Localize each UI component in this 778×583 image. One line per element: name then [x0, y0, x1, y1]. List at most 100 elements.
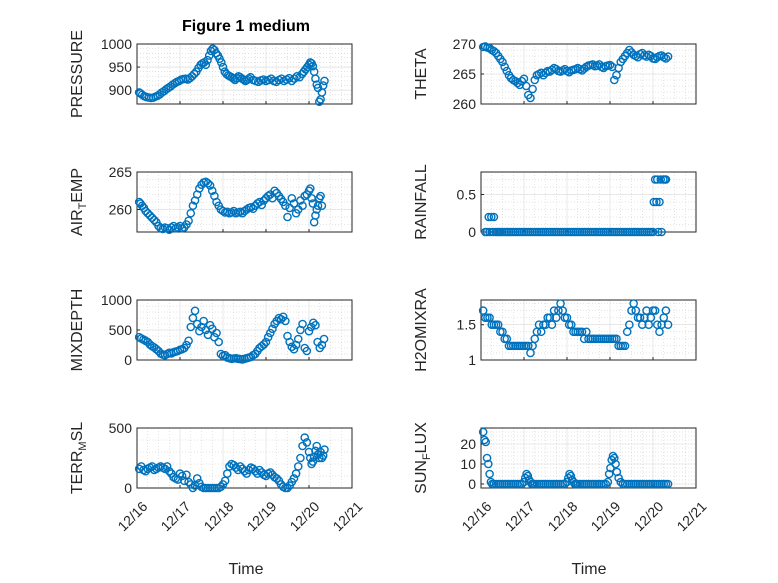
x-tick-label: 12/16 — [114, 498, 150, 534]
data-point — [285, 203, 294, 213]
data-point — [308, 457, 318, 466]
data-point — [149, 215, 159, 225]
subplot-pressure: 900 950 1000 PRESSURE — [69, 30, 353, 118]
subplot-rainfall: 0 0.5 RAINFALL — [413, 164, 697, 240]
data-point — [259, 340, 269, 349]
data-point — [296, 453, 305, 463]
data-point — [656, 175, 666, 184]
data-point — [281, 201, 290, 211]
y-axis-label: MIXDEPTH — [69, 289, 86, 372]
data-point — [302, 346, 312, 356]
data-point — [652, 197, 661, 207]
x-tick-label: 12/17 — [501, 498, 537, 534]
data-point — [657, 227, 666, 237]
data-point — [482, 227, 492, 237]
data-point — [289, 344, 299, 354]
data-point — [320, 76, 329, 86]
data-point — [184, 216, 193, 226]
data-point — [270, 186, 279, 196]
data-point — [517, 76, 527, 86]
data-point — [498, 57, 507, 67]
data-point — [255, 465, 264, 475]
data-point — [141, 206, 150, 216]
data-point — [167, 223, 176, 232]
data-point — [187, 72, 197, 81]
data-point — [478, 427, 488, 437]
data-point — [318, 81, 328, 90]
data-point — [308, 318, 318, 328]
data-point — [625, 45, 634, 55]
data-point — [526, 93, 535, 103]
data-point — [206, 46, 216, 56]
data-point — [216, 349, 226, 359]
data-point — [160, 464, 170, 474]
data-point — [201, 60, 211, 70]
axis-box — [136, 427, 353, 489]
data-point — [298, 201, 307, 211]
y-tick-label: 265 — [453, 66, 477, 82]
data-point — [272, 474, 282, 483]
data-point — [203, 55, 212, 65]
y-tick-label: 500 — [109, 322, 133, 338]
data-point — [604, 469, 614, 479]
axis-box — [480, 299, 697, 361]
data-point — [642, 306, 651, 315]
data-point — [210, 332, 219, 342]
data-point — [298, 319, 307, 329]
data-point — [296, 196, 305, 205]
data-point — [663, 320, 673, 330]
data-point — [513, 78, 522, 88]
data-point — [281, 316, 290, 326]
data-point — [489, 212, 499, 222]
data-point — [186, 208, 196, 218]
y-tick-label: 10 — [460, 456, 476, 472]
data-point — [246, 202, 256, 212]
data-point — [311, 320, 320, 330]
data-point — [265, 328, 275, 338]
data-point — [287, 76, 297, 86]
data-point — [487, 212, 496, 222]
y-tick-label: 1000 — [101, 292, 132, 308]
data-point — [145, 211, 155, 220]
data-point — [519, 477, 529, 487]
data-point — [263, 191, 273, 201]
data-point — [530, 75, 540, 85]
data-point — [317, 201, 327, 211]
subplot-air-temp: 260 265 AIRTEMP — [69, 164, 353, 236]
data-point — [192, 474, 202, 483]
data-point — [184, 336, 193, 346]
data-point — [182, 340, 191, 350]
data-point — [188, 201, 198, 211]
data-point — [480, 435, 489, 445]
figure-title: Figure 1 medium — [182, 18, 310, 35]
data-point — [308, 61, 318, 71]
data-point — [304, 326, 314, 336]
data-point — [485, 469, 494, 479]
data-point — [648, 227, 658, 237]
data-point — [265, 468, 275, 477]
data-point — [655, 197, 664, 207]
data-point — [289, 474, 299, 483]
subplot-h2omixra: 1 1.5 H2OMIXRA — [413, 288, 697, 372]
axis-box — [136, 43, 353, 105]
data-point — [177, 471, 187, 481]
x-tick-label: 12/17 — [157, 498, 193, 534]
data-point — [214, 337, 223, 347]
data-point — [500, 62, 509, 72]
data-point — [293, 462, 303, 471]
data-point — [603, 477, 613, 487]
data-point — [276, 314, 286, 324]
data-point — [184, 477, 193, 487]
data-point — [207, 186, 217, 196]
y-tick-label: 0.5 — [457, 187, 477, 203]
y-tick-label: 0 — [124, 480, 132, 496]
data-point — [300, 433, 310, 442]
data-point — [205, 181, 215, 190]
x-tick-label: 12/18 — [544, 498, 580, 534]
data-point — [302, 438, 312, 447]
y-tick-label: 0 — [468, 224, 476, 240]
y-tick-label: 1 — [468, 352, 476, 368]
data-point — [235, 462, 245, 471]
y-tick-label: 260 — [109, 202, 133, 218]
data-point — [653, 227, 663, 237]
